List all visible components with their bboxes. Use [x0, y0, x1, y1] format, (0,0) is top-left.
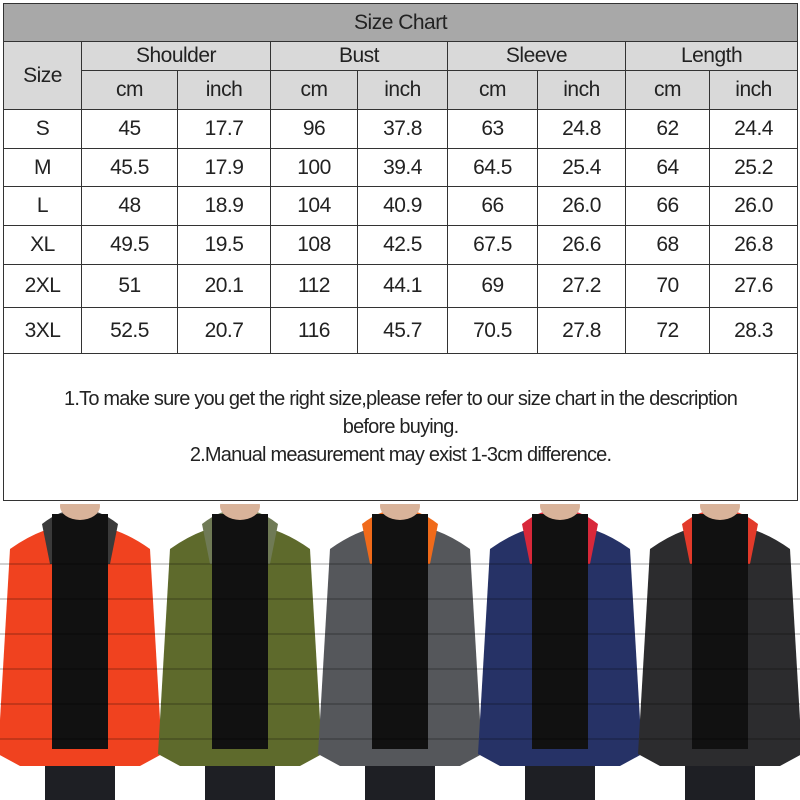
unit-header: cm	[625, 70, 710, 110]
unit-header: inch	[708, 70, 799, 110]
unit-header: inch	[177, 70, 271, 110]
unit-header: inch	[357, 70, 448, 110]
unit-header: inch	[537, 70, 626, 110]
unit-header: cm	[81, 70, 178, 110]
value-cell: 66	[447, 186, 538, 226]
value-cell: 37.8	[357, 109, 448, 149]
value-cell: 24.8	[537, 109, 626, 149]
value-cell: 49.5	[81, 225, 178, 265]
value-cell: 18.9	[177, 186, 271, 226]
value-cell: 96	[270, 109, 358, 149]
size-cell: 3XL	[3, 307, 82, 354]
jacket-photo	[158, 504, 322, 800]
value-cell: 44.1	[357, 264, 448, 308]
value-cell: 26.6	[537, 225, 626, 265]
size-cell: XL	[3, 225, 82, 265]
value-cell: 63	[447, 109, 538, 149]
value-cell: 27.2	[537, 264, 626, 308]
size-cell: S	[3, 109, 82, 149]
table-row: L 48 18.9 104 40.9 66 26.0 66 26.0	[3, 186, 799, 226]
value-cell: 100	[270, 148, 358, 187]
value-cell: 48	[81, 186, 178, 226]
value-cell: 67.5	[447, 225, 538, 265]
value-cell: 20.1	[177, 264, 271, 308]
jacket-photo	[638, 504, 800, 800]
size-cell: M	[3, 148, 82, 187]
value-cell: 26.8	[708, 225, 799, 265]
value-cell: 40.9	[357, 186, 448, 226]
value-cell: 39.4	[357, 148, 448, 187]
value-cell: 27.8	[537, 307, 626, 354]
value-cell: 42.5	[357, 225, 448, 265]
value-cell: 17.7	[177, 109, 271, 149]
size-cell: 2XL	[3, 264, 82, 308]
value-cell: 70.5	[447, 307, 538, 354]
value-cell: 108	[270, 225, 358, 265]
value-cell: 70	[625, 264, 710, 308]
sleeve-header: Sleeve	[447, 41, 626, 71]
value-cell: 28.3	[708, 307, 799, 354]
note-2: 2.Manual measurement may exist 1-3cm dif…	[189, 444, 612, 466]
value-cell: 104	[270, 186, 358, 226]
size-cell: L	[3, 186, 82, 226]
table-row: 2XL 51 20.1 112 44.1 69 27.2 70 27.6	[3, 264, 799, 308]
size-header: Size	[3, 41, 82, 110]
value-cell: 116	[270, 307, 358, 354]
value-cell: 51	[81, 264, 178, 308]
value-cell: 64	[625, 148, 710, 187]
chart-title: Size Chart	[2, 3, 799, 42]
value-cell: 20.7	[177, 307, 271, 354]
value-cell: 64.5	[447, 148, 538, 187]
value-cell: 45.7	[357, 307, 448, 354]
size-chart-table: Size Chart Size Shoulder Bust Sleeve Len…	[2, 3, 799, 501]
value-cell: 25.2	[708, 148, 799, 187]
jacket-photo	[318, 504, 482, 800]
value-cell: 66	[625, 186, 710, 226]
value-cell: 24.4	[708, 109, 799, 149]
length-header: Length	[624, 41, 799, 71]
value-cell: 19.5	[177, 225, 271, 265]
value-cell: 68	[625, 225, 710, 265]
value-cell: 69	[447, 264, 538, 308]
table-row: XL 49.5 19.5 108 42.5 67.5 26.6 68 26.8	[3, 225, 799, 265]
note-1: 1.To make sure you get the right size,pl…	[64, 388, 738, 438]
value-cell: 45	[81, 109, 178, 149]
value-cell: 52.5	[81, 307, 178, 354]
value-cell: 112	[270, 264, 358, 308]
jacket-photo	[0, 504, 162, 800]
value-cell: 62	[625, 109, 710, 149]
table-row: 3XL 52.5 20.7 116 45.7 70.5 27.8 72 28.3	[3, 307, 799, 354]
value-cell: 27.6	[708, 264, 799, 308]
table-row: M 45.5 17.9 100 39.4 64.5 25.4 64 25.2	[3, 148, 799, 187]
jacket-photos	[0, 504, 800, 800]
bust-header: Bust	[270, 41, 448, 71]
unit-header: cm	[447, 70, 538, 110]
value-cell: 25.4	[537, 148, 626, 187]
value-cell: 17.9	[177, 148, 271, 187]
value-cell: 26.0	[537, 186, 626, 226]
table-row: S 45 17.7 96 37.8 63 24.8 62 24.4	[3, 109, 799, 149]
value-cell: 45.5	[81, 148, 178, 187]
value-cell: 72	[625, 307, 710, 354]
shoulder-header: Shoulder	[81, 41, 271, 71]
notes-cell: 1.To make sure you get the right size,pl…	[2, 353, 799, 501]
value-cell: 26.0	[708, 186, 799, 226]
jacket-photo	[478, 504, 642, 800]
unit-header: cm	[270, 70, 358, 110]
